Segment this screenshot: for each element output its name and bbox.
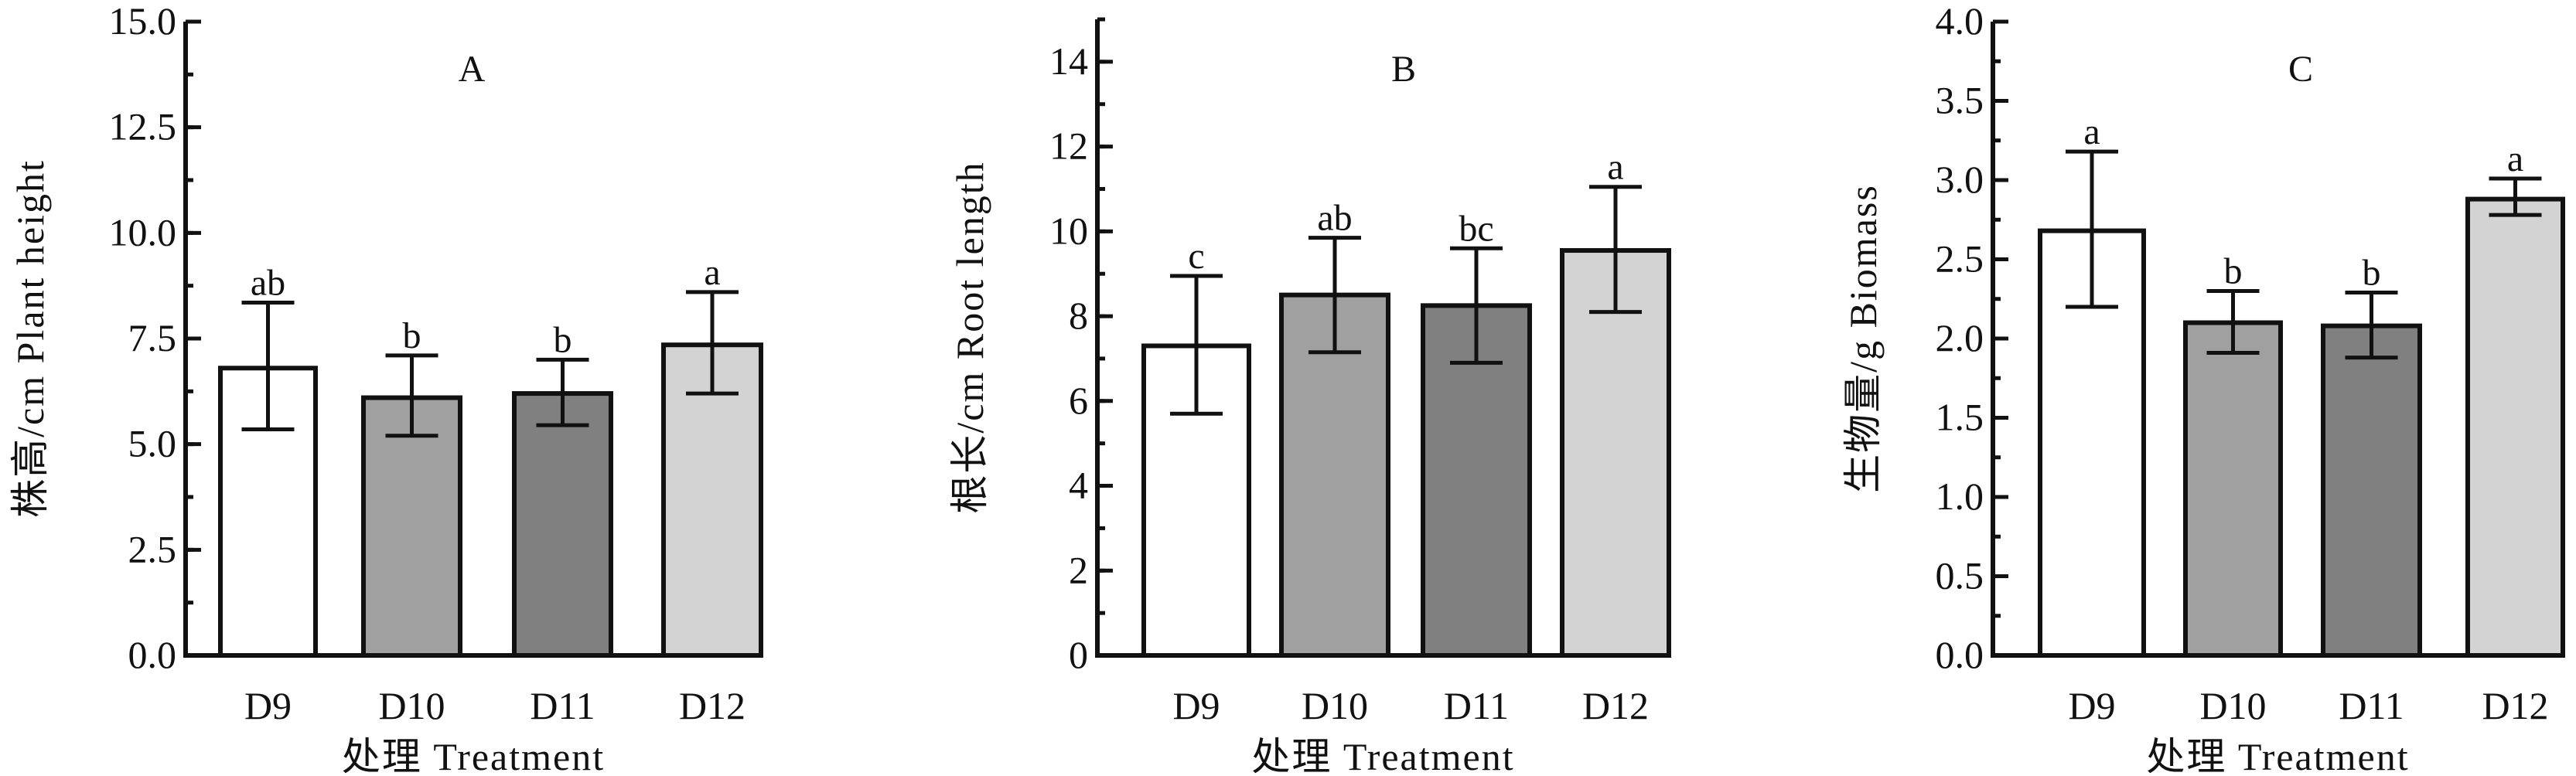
y-tick-label: 2.5	[128, 527, 177, 570]
x-tick-label: D11	[1444, 684, 1509, 727]
significance-letter: b	[2363, 253, 2381, 294]
significance-letter: bc	[1459, 208, 1493, 249]
y-tick-label: 2.0	[1936, 316, 1984, 359]
y-tick-label: 0.0	[128, 633, 177, 676]
y-tick-label: 1.5	[1936, 396, 1984, 439]
x-tick-label: D12	[1582, 684, 1649, 727]
significance-letter: b	[554, 319, 572, 360]
x-tick-label: D9	[244, 684, 292, 727]
y-tick-label: 8	[1069, 294, 1088, 337]
chart-panel-a: ab D9 b D10 b D11 a D12 0.0 2.5 5.0 7.5 10.0 12.5 15.0…	[9, 0, 763, 776]
x-tick-label: D12	[2482, 684, 2548, 727]
panel-title: B	[1391, 49, 1416, 90]
significance-letter: a	[704, 252, 720, 293]
significance-letter: a	[2507, 138, 2523, 179]
x-tick-label: D11	[2339, 684, 2404, 727]
bar-d12	[1560, 248, 1671, 659]
y-tick-label: 10	[1049, 209, 1088, 252]
x-tick-label: D10	[1302, 684, 1368, 727]
y-tick-label: 2	[1069, 548, 1088, 591]
y-tick-label: 7.5	[128, 316, 177, 359]
x-axis-label: 处理 Treatment	[2146, 735, 2409, 776]
y-tick-label: 3.0	[1936, 158, 1984, 201]
significance-letter: ab	[1317, 198, 1352, 239]
chart-panel-c: a D9 b D10 b D11 a D12 0.0 0.5 1.0 1.5 2.0 2.5 3.0 3.5 4…	[1841, 0, 2565, 776]
significance-letter: c	[1188, 236, 1204, 277]
significance-letter: b	[403, 315, 421, 356]
significance-letter: a	[2083, 111, 2100, 152]
panel-title: A	[459, 49, 486, 90]
y-tick-label: 5.0	[128, 422, 177, 465]
y-tick-label: 2.5	[1936, 237, 1984, 281]
x-tick-label: D10	[378, 684, 445, 727]
x-tick-label: D11	[530, 684, 595, 727]
x-tick-label: D10	[2199, 684, 2266, 727]
x-axis-label: 处理 Treatment	[1251, 735, 1514, 776]
x-tick-label: D9	[2068, 684, 2115, 727]
y-tick-label: 12.5	[109, 105, 177, 148]
bar-d10	[2183, 320, 2283, 658]
x-tick-label: D9	[1172, 684, 1220, 727]
y-axis-label: 根长/cm Root length	[948, 161, 991, 513]
y-tick-label: 1.0	[1936, 475, 1984, 518]
y-tick-label: 3.5	[1936, 79, 1984, 122]
significance-letter: a	[1607, 147, 1623, 188]
bar-d12	[2465, 196, 2565, 659]
x-tick-label: D12	[679, 684, 746, 727]
y-tick-label: 15.0	[109, 0, 177, 43]
significance-letter: ab	[251, 263, 285, 304]
y-tick-label: 0.5	[1936, 554, 1984, 597]
bar-d11	[512, 391, 613, 658]
bar-d10	[1279, 292, 1390, 658]
y-axis-label: 生物量/g Biomass	[1841, 184, 1885, 493]
chart-panel-b: c D9 ab D10 bc D11 a D12 0 2 4 6 8 10 12 14 B 处理 Treatmen…	[948, 17, 1671, 776]
y-tick-label: 0.0	[1936, 633, 1984, 676]
y-axis-label: 株高/cm Plant height	[9, 159, 52, 518]
y-tick-label: 10.0	[109, 210, 177, 254]
y-tick-label: 4	[1069, 464, 1088, 507]
significance-letter: b	[2224, 251, 2243, 292]
y-tick-label: 0	[1069, 633, 1088, 676]
x-axis-label: 处理 Treatment	[342, 735, 605, 776]
bar-d11	[2321, 323, 2422, 658]
panel-title: C	[2288, 49, 2313, 90]
y-tick-label: 14	[1049, 39, 1088, 83]
y-tick-label: 6	[1069, 379, 1088, 422]
y-tick-label: 4.0	[1936, 0, 1984, 43]
y-tick-label: 12	[1049, 124, 1088, 168]
